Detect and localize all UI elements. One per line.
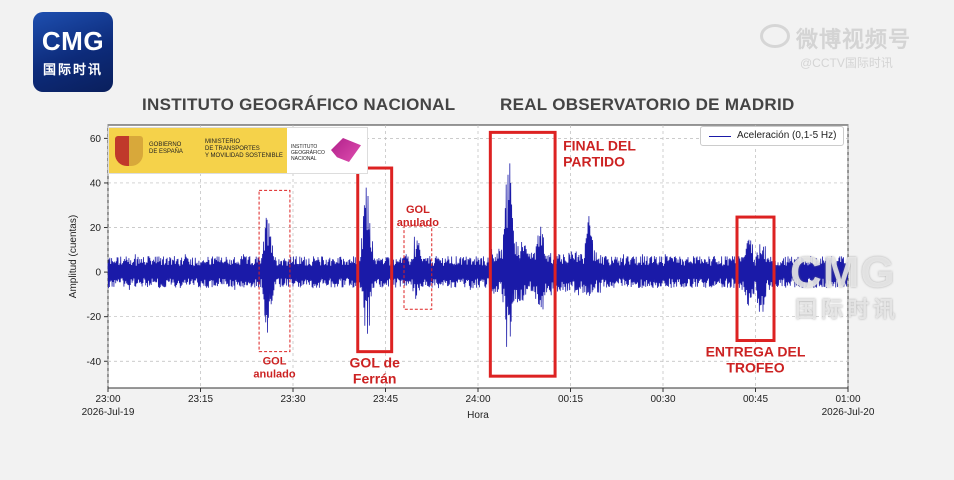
annotation-label: GOL anulado xyxy=(253,356,295,381)
x-tick-label: 24:00 xyxy=(465,394,490,405)
y-tick-label: 0 xyxy=(95,268,101,279)
spain-crest-icon xyxy=(115,136,143,166)
x-tick-label: 00:45 xyxy=(743,394,768,405)
waveform-series xyxy=(107,163,849,347)
x-tick-label: 23:30 xyxy=(280,394,305,405)
government-logos: GOBIERNO DE ESPAÑA MINISTERIO DE TRANSPO… xyxy=(108,127,368,174)
annotation-label: FINAL DEL PARTIDO xyxy=(563,137,636,169)
weibo-icon xyxy=(760,24,790,48)
y-tick-label: 40 xyxy=(90,178,102,189)
cmg-logo: CMG 国际时讯 xyxy=(33,12,113,92)
institute-title: INSTITUTO GEOGRÁFICO NACIONAL xyxy=(142,95,456,114)
annotation-box xyxy=(735,215,776,343)
x-date-start: 2026-Jul-19 xyxy=(82,407,135,418)
ign-text: INSTITUTO GEOGRÁFICO NACIONAL xyxy=(291,144,325,162)
x-tick-label: 23:15 xyxy=(188,394,213,405)
x-tick-label: 00:15 xyxy=(558,394,583,405)
annotation-box xyxy=(258,189,291,353)
annotation-label: GOL anulado xyxy=(397,204,439,229)
x-axis-label: Hora xyxy=(467,410,489,421)
y-tick-label: -20 xyxy=(87,312,102,323)
annotation-box xyxy=(356,166,394,354)
cmg-logo-text: CMG xyxy=(41,26,105,56)
y-axis-label: Amplitud (cuentas) xyxy=(68,215,79,298)
x-date-end: 2026-Jul-20 xyxy=(822,407,875,418)
annotation-label: ENTREGA DEL TROFEO xyxy=(706,344,806,376)
x-tick-label: 00:30 xyxy=(650,394,675,405)
annotation-box xyxy=(403,225,433,310)
observatory-title: REAL OBSERVATORIO DE MADRID xyxy=(500,95,795,114)
annotation-box xyxy=(488,130,557,378)
gobierno-text: GOBIERNO DE ESPAÑA xyxy=(149,142,183,155)
cmg-watermark: CMG xyxy=(790,248,896,297)
cmg-watermark-cn: 国际时讯 xyxy=(795,297,900,322)
annotation-label: GOL de Ferrán xyxy=(350,355,401,387)
x-tick-label: 01:00 xyxy=(835,394,860,405)
x-tick-label: 23:45 xyxy=(373,394,398,405)
cmg-logo-subtitle: 国际时讯 xyxy=(42,62,103,77)
weibo-watermark-sub: @CCTV国际时讯 xyxy=(800,56,893,70)
spain-gov-logo: GOBIERNO DE ESPAÑA MINISTERIO DE TRANSPO… xyxy=(109,128,287,173)
x-tick-label: 23:00 xyxy=(95,394,120,405)
legend-swatch xyxy=(709,136,731,137)
legend-label: Aceleración (0,1-5 Hz) xyxy=(737,130,837,141)
y-tick-label: -40 xyxy=(87,357,102,368)
chart-legend: Aceleración (0,1-5 Hz) xyxy=(700,126,844,146)
y-tick-label: 60 xyxy=(90,134,102,145)
ministerio-text: MINISTERIO DE TRANSPORTES Y MOVILIDAD SO… xyxy=(205,139,283,159)
y-tick-label: 20 xyxy=(90,223,102,234)
ign-logo-icon xyxy=(331,138,361,162)
weibo-watermark: 微博视频号 xyxy=(796,27,912,52)
